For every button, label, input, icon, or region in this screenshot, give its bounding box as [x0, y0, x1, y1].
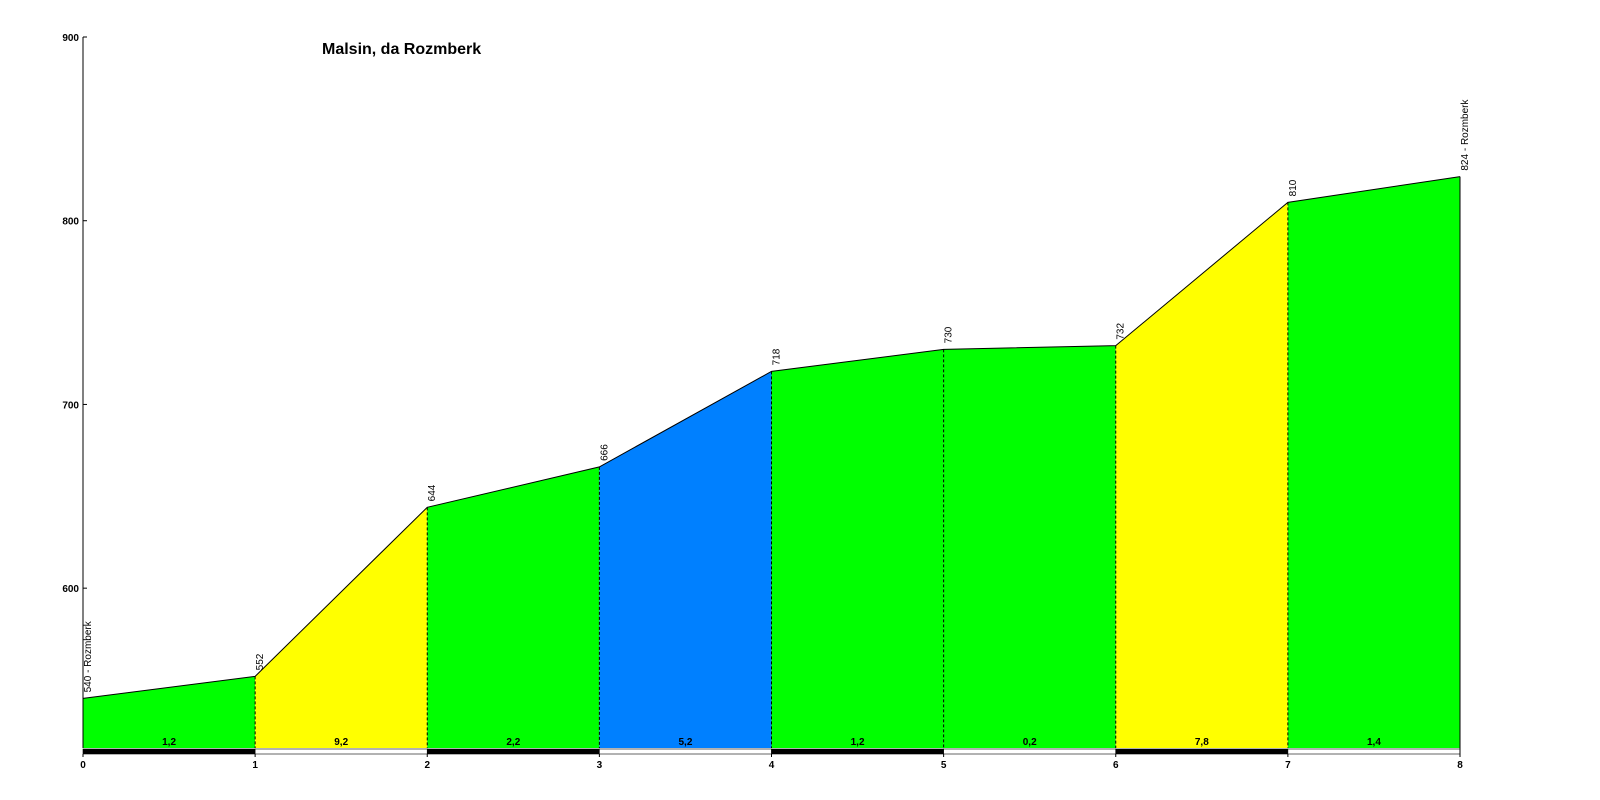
segment-area	[599, 371, 772, 748]
segment-area	[427, 466, 600, 748]
x-tick-label: 4	[769, 760, 775, 771]
elevation-label: 552	[255, 653, 266, 670]
x-tick-label: 2	[424, 760, 430, 771]
grade-bar	[254, 748, 428, 755]
profile-line	[82, 176, 1461, 699]
elevation-label: 810	[1288, 179, 1299, 196]
grade-label: 7,8	[1195, 737, 1209, 748]
grade-label: 0,2	[1023, 737, 1037, 748]
segment-area	[771, 349, 944, 748]
grade-bar	[82, 748, 256, 755]
profile-layer	[82, 176, 1461, 754]
y-tick-label: 900	[62, 33, 79, 44]
grade-label: 1,4	[1367, 737, 1381, 748]
x-tick-label: 1	[252, 760, 258, 771]
grade-label: 2,2	[506, 737, 520, 748]
x-tick-label: 3	[597, 760, 603, 771]
grade-bar	[943, 748, 1117, 755]
chart-title: Malsin, da Rozmberk	[322, 41, 481, 58]
grade-bar	[599, 748, 772, 755]
y-tick-label: 700	[62, 400, 79, 411]
y-tick-label: 600	[62, 584, 79, 595]
x-tick-label: 0	[80, 760, 86, 771]
grade-label: 9,2	[334, 737, 348, 748]
elevation-label: 666	[599, 444, 610, 461]
elevation-label: 824 - Rozmberk	[1460, 98, 1471, 170]
grade-label: 1,2	[851, 737, 865, 748]
elevation-label: 730	[944, 326, 955, 343]
segments-layer	[82, 176, 1461, 755]
segment-area	[255, 507, 428, 748]
y-tick-label: 800	[62, 217, 79, 228]
segment-area	[1115, 202, 1288, 749]
grade-bar	[426, 748, 600, 755]
x-tick-label: 7	[1285, 760, 1291, 771]
x-tick-label: 6	[1113, 760, 1119, 771]
elevation-label: 718	[772, 348, 783, 365]
segment-area	[1287, 176, 1460, 748]
x-tick-label: 5	[941, 760, 947, 771]
axis-layer	[82, 36, 1461, 757]
grade-label: 5,2	[678, 737, 692, 748]
grade-bar	[1287, 748, 1461, 755]
grade-label: 1,2	[162, 737, 176, 748]
grade-bar	[1115, 748, 1289, 755]
segment-area	[943, 345, 1116, 748]
grade-bar	[771, 748, 944, 755]
segment-area	[83, 676, 256, 748]
elevation-label: 732	[1116, 323, 1127, 340]
elevation-label: 540 - Rozmberk	[83, 620, 94, 692]
elevation-label: 644	[427, 484, 438, 501]
x-tick-label: 8	[1457, 760, 1463, 771]
